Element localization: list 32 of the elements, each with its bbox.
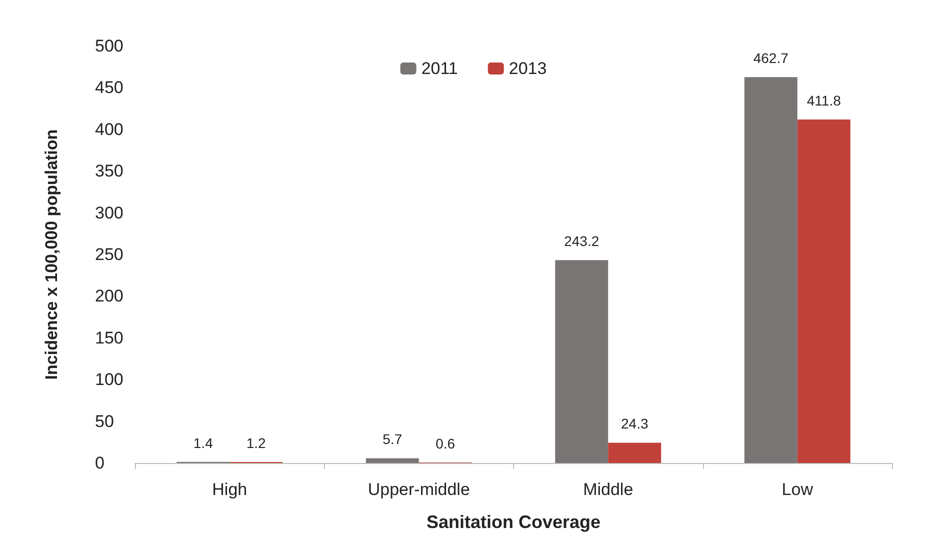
y-tick-label: 350 — [95, 162, 124, 181]
data-label: 462.7 — [753, 50, 789, 66]
bar — [555, 260, 608, 463]
bar — [366, 458, 419, 463]
bar — [797, 120, 850, 463]
y-tick-label: 50 — [95, 412, 114, 431]
y-tick-label: 300 — [95, 203, 124, 222]
data-label: 24.3 — [620, 416, 648, 432]
x-tick-label: Middle — [583, 480, 634, 499]
x-tick-label: High — [212, 480, 248, 499]
bar — [608, 442, 662, 463]
x-axis-title: Sanitation Coverage — [426, 512, 601, 532]
data-label: 1.2 — [246, 435, 266, 451]
y-tick-label: 0 — [95, 454, 104, 472]
y-tick-label: 250 — [95, 245, 124, 264]
y-tick-label: 400 — [95, 120, 124, 139]
legend-label: 2011 — [421, 59, 458, 78]
x-tick-label: Upper-middle — [368, 480, 470, 499]
data-label: 0.6 — [436, 436, 456, 452]
y-tick-label: 150 — [95, 328, 124, 348]
x-tick-label: Low — [782, 480, 814, 499]
y-axis-title: Incidence x 100,000 population — [42, 129, 61, 380]
data-label: 243.2 — [564, 233, 600, 250]
y-tick-label: 500 — [95, 36, 124, 56]
y-tick-label: 100 — [95, 370, 124, 390]
legend-label: 2013 — [508, 59, 547, 78]
bar — [744, 77, 798, 463]
data-label: 5.7 — [382, 431, 402, 448]
y-tick-label: 450 — [95, 78, 124, 98]
y-tick-label: 200 — [95, 286, 124, 306]
data-label: 1.4 — [193, 434, 214, 451]
data-label: 411.8 — [806, 92, 842, 109]
